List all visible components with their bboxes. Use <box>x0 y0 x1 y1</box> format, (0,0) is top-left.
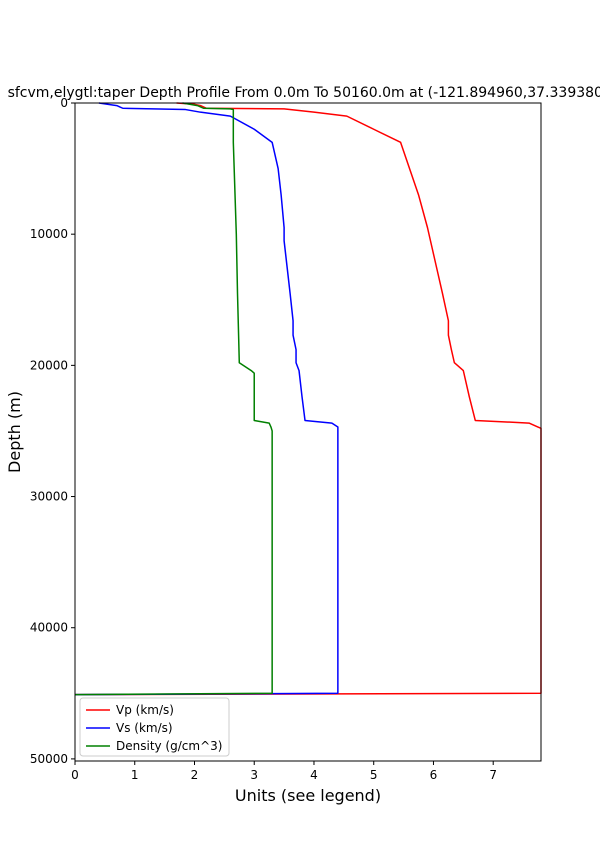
legend-label: Density (g/cm^3) <box>116 739 222 753</box>
x-axis: 0 1 2 3 4 5 6 7 <box>71 761 497 782</box>
legend-label: Vs (km/s) <box>116 721 173 735</box>
y-axis-title: Depth (m) <box>5 391 24 473</box>
chart-title: sfcvm,elygtl:taper Depth Profile From 0.… <box>8 85 600 101</box>
x-tick-label: 4 <box>310 768 318 782</box>
x-tick-label: 7 <box>489 768 497 782</box>
x-tick-label: 5 <box>370 768 378 782</box>
y-tick-label: 0 <box>60 96 68 110</box>
series-line-1 <box>74 102 339 696</box>
series-layer <box>74 102 542 696</box>
x-tick-label: 2 <box>191 768 199 782</box>
y-axis: 0 10000 20000 30000 40000 50000 <box>30 96 75 766</box>
x-tick-label: 1 <box>131 768 139 782</box>
legend: Vp (km/s) Vs (km/s) Density (g/cm^3) <box>79 697 230 757</box>
x-tick-label: 3 <box>250 768 258 782</box>
y-tick-label: 50000 <box>30 752 68 766</box>
y-tick-label: 20000 <box>30 358 68 372</box>
y-tick-label: 10000 <box>30 227 68 241</box>
plot-frame <box>74 102 542 762</box>
legend-label: Vp (km/s) <box>116 703 174 717</box>
x-tick-label: 6 <box>430 768 438 782</box>
x-tick-label: 0 <box>71 768 79 782</box>
y-tick-label: 30000 <box>30 490 68 504</box>
legend-box <box>79 697 230 757</box>
x-axis-title: Units (see legend) <box>235 786 381 805</box>
y-tick-label: 40000 <box>30 621 68 635</box>
series-line-2 <box>74 102 273 696</box>
series-line-0 <box>74 102 542 696</box>
